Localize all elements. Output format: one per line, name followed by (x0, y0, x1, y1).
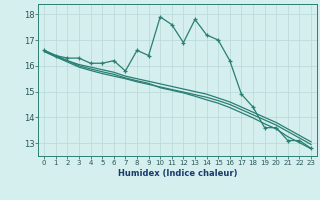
X-axis label: Humidex (Indice chaleur): Humidex (Indice chaleur) (118, 169, 237, 178)
